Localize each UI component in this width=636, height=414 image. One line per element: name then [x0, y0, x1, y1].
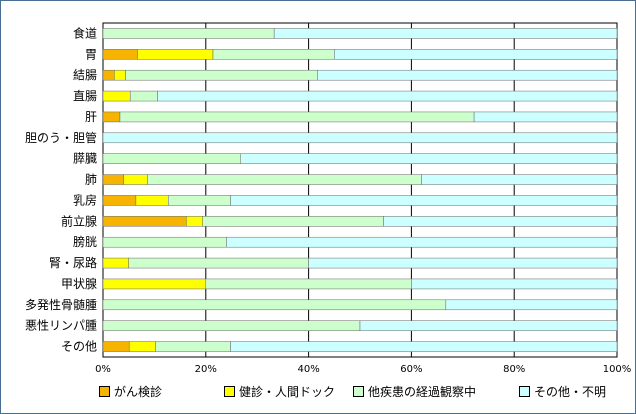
- bar-segment: [240, 153, 618, 164]
- legend-item: がん検診: [99, 383, 162, 400]
- bar-segment: [123, 174, 148, 185]
- bar-segment: [411, 278, 618, 290]
- category-label: 乳房: [73, 192, 97, 207]
- bar-segment: [125, 69, 318, 81]
- bar-segment: [168, 195, 231, 206]
- bar-segment: [186, 216, 203, 227]
- bar-segment: [273, 28, 618, 39]
- bar-segment: [334, 49, 618, 60]
- legend-item: その他・不明: [519, 383, 606, 400]
- bar-segment: [147, 174, 422, 185]
- legend-label: がん検診: [114, 385, 163, 399]
- bar-segment: [308, 257, 618, 269]
- bar-segment: [473, 111, 618, 123]
- legend-swatch: [99, 386, 110, 397]
- x-tick-label: 20%: [195, 364, 217, 375]
- bar-segment: [317, 69, 618, 81]
- category-label: 膀胱: [73, 234, 97, 249]
- legend-item: 他疾患の経過観察中: [353, 383, 476, 400]
- x-tick-labels: 0% 20% 40% 60% 80% 100%: [95, 364, 631, 375]
- bar-segment: [119, 111, 475, 123]
- category-label: 腎・尿路: [49, 255, 97, 270]
- bar-segment: [421, 174, 618, 185]
- bar-segment: [114, 69, 126, 81]
- category-label: 膵臓: [73, 152, 97, 166]
- bar-segment: [102, 28, 275, 39]
- bar-segment: [137, 49, 214, 60]
- bar-segment: [359, 320, 618, 331]
- category-label: 胃: [85, 47, 97, 61]
- category-label: 結腸: [73, 68, 97, 82]
- bar-segment: [212, 49, 335, 60]
- bar-segment: [102, 111, 121, 123]
- legend-swatch: [519, 386, 530, 397]
- bar-segment: [155, 341, 231, 352]
- bar-segment: [102, 153, 242, 164]
- category-label: 多発性骨髄腫: [25, 297, 97, 312]
- category-label: 胆のう・胆管: [25, 130, 97, 145]
- bar-segment: [102, 174, 124, 185]
- bar-segment: [102, 320, 361, 331]
- bar-segment: [102, 216, 187, 227]
- bar-segment: [230, 195, 618, 206]
- x-tick-label: 40%: [297, 364, 319, 375]
- bar-segment: [226, 236, 618, 248]
- legend-label: その他・不明: [534, 385, 607, 399]
- bar-segment: [102, 90, 131, 102]
- legend-label: 他疾患の経過観察中: [368, 385, 477, 399]
- legend-label: 健診・人間ドック: [239, 385, 336, 399]
- bar-segment: [102, 236, 227, 248]
- category-label: 肺: [85, 173, 97, 187]
- category-label: 肝: [85, 110, 97, 124]
- category-label: 前立腺: [61, 213, 97, 228]
- bar-segment: [102, 195, 137, 206]
- bar-segment: [129, 90, 158, 102]
- bar-segment: [102, 341, 130, 352]
- bar-segment: [128, 341, 156, 352]
- legend-item: 健診・人間ドック: [224, 383, 335, 400]
- category-label: 食道: [73, 25, 97, 40]
- bars: [102, 28, 618, 352]
- legend-swatch: [224, 386, 235, 397]
- x-tick-label: 80%: [503, 364, 525, 375]
- category-label: 直腸: [73, 89, 97, 103]
- category-labels: 食道胃結腸直腸肝胆のう・胆管膵臓肺乳房前立腺膀胱腎・尿路甲状腺多発性骨髄腫悪性リ…: [25, 25, 97, 353]
- bar-segment: [205, 278, 412, 290]
- legend-swatch: [353, 386, 364, 397]
- x-tick-label: 60%: [400, 364, 422, 375]
- bar-segment: [445, 299, 618, 311]
- category-label: その他: [61, 340, 97, 354]
- bar-segment: [102, 299, 447, 311]
- x-tick-label: 0%: [95, 364, 111, 375]
- bar-segment: [102, 49, 138, 60]
- bar-segment: [202, 216, 384, 227]
- bar-segment: [102, 257, 129, 269]
- bar-segment: [135, 195, 169, 206]
- bar-segment: [102, 132, 618, 144]
- x-tick-label: 100%: [603, 364, 632, 375]
- bar-segment: [383, 216, 618, 227]
- category-label: 悪性リンパ腫: [25, 319, 97, 333]
- bar-segment: [157, 90, 618, 102]
- legend: がん検診 健診・人間ドック 他疾患の経過観察中 その他・不明: [99, 383, 631, 401]
- bar-segment: [128, 257, 309, 269]
- bar-segment: [230, 341, 618, 352]
- category-label: 甲状腺: [61, 277, 97, 291]
- bar-segment: [102, 278, 207, 290]
- bar-segment: [102, 69, 115, 81]
